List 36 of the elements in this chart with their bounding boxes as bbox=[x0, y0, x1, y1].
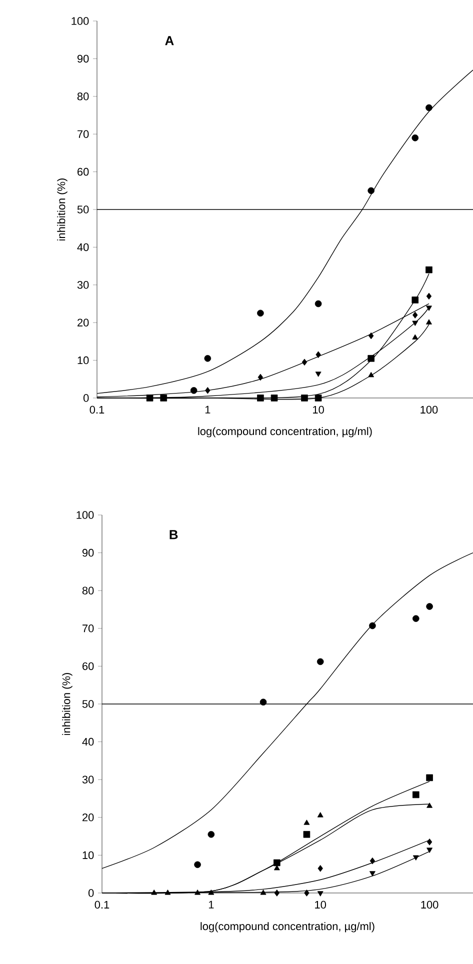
y-tick-label: 0 bbox=[83, 394, 89, 402]
y-tick-label: 20 bbox=[82, 814, 94, 822]
y-tick-label: 40 bbox=[77, 243, 89, 252]
x-tick-label: 0.1 bbox=[94, 900, 109, 909]
y-tick-label: 90 bbox=[82, 548, 94, 557]
y-tick-label: 10 bbox=[78, 356, 89, 364]
y-tick-label: 90 bbox=[77, 54, 89, 63]
x-tick-label: 100 bbox=[420, 406, 438, 414]
y-tick-label: 30 bbox=[82, 776, 94, 784]
x-tick-label: 1 bbox=[205, 406, 210, 414]
y-tick-label: 100 bbox=[76, 511, 94, 519]
x-axis-title: log(compound concentration, µg/ml) bbox=[200, 922, 374, 932]
y-tick-label: 70 bbox=[82, 624, 94, 632]
y-tick-label: 30 bbox=[77, 281, 89, 289]
y-tick-label: 40 bbox=[82, 738, 94, 746]
y-axis-title: inhibition (%) bbox=[62, 673, 72, 735]
x-tick-label: 1 bbox=[208, 900, 214, 908]
y-tick-label: 50 bbox=[77, 206, 89, 214]
x-tick-label: 0.1 bbox=[90, 406, 104, 414]
text: B bbox=[170, 530, 178, 540]
y-tick-label: 10 bbox=[82, 851, 94, 860]
y-tick-label: 60 bbox=[77, 168, 89, 176]
y-axis-title: inhibition (%) bbox=[56, 178, 68, 240]
y-tick-label: 80 bbox=[82, 586, 94, 594]
y-tick-label: 70 bbox=[77, 130, 89, 138]
x-tick-label: 10 bbox=[312, 406, 324, 414]
text: A bbox=[164, 36, 174, 46]
x-tick-label: 100 bbox=[421, 900, 438, 909]
y-tick-label: 50 bbox=[82, 700, 94, 708]
y-tick-label: 0 bbox=[88, 889, 94, 897]
y-tick-label: 60 bbox=[82, 662, 94, 670]
x-tick-label: 10 bbox=[314, 900, 326, 909]
y-tick-label: 80 bbox=[77, 92, 89, 100]
x-axis-title: log(compound concentration, µg/ml) bbox=[198, 427, 372, 438]
y-tick-label: 100 bbox=[72, 17, 89, 25]
y-tick-label: 20 bbox=[77, 318, 89, 326]
